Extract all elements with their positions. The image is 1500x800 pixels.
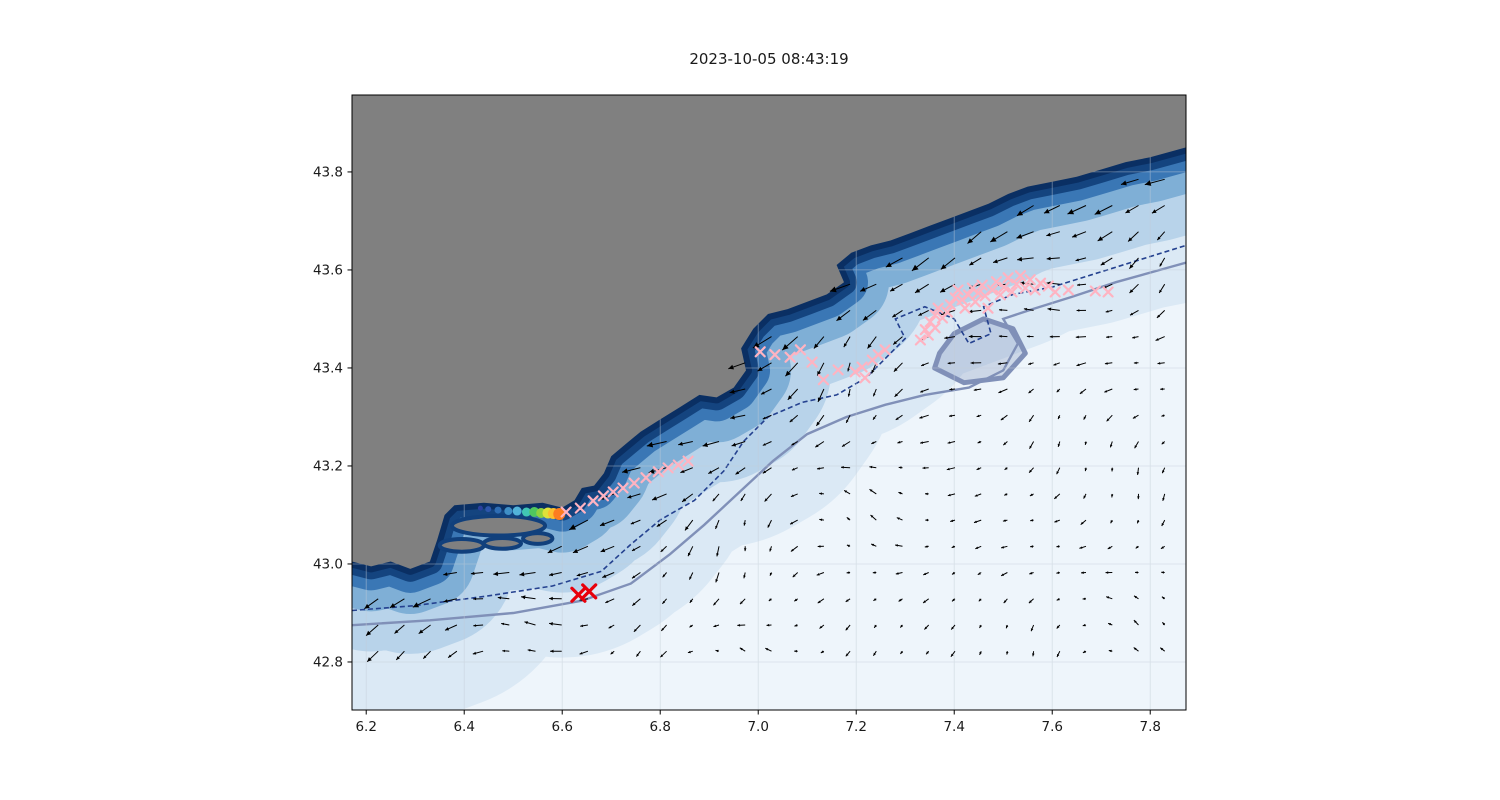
x-tick-label: 7.6 — [1041, 719, 1062, 735]
y-tick-label: 43.8 — [313, 164, 343, 180]
drifter-track-markers — [477, 505, 566, 520]
land-mass — [352, 95, 1186, 569]
alert-x-markers — [570, 583, 598, 603]
y-tick-label: 42.8 — [313, 654, 343, 670]
x-tick-label: 6.6 — [551, 719, 572, 735]
drifter-position-dot — [477, 505, 483, 511]
quiver-current-vectors — [364, 178, 1166, 663]
x-tick-label: 7.4 — [943, 719, 964, 735]
x-tick-label: 6.8 — [649, 719, 670, 735]
drifter-position-dot — [512, 506, 522, 516]
canyon-contour-blob — [932, 316, 1028, 386]
x-tick-label: 6.4 — [453, 719, 474, 735]
drifter-position-dot — [494, 506, 502, 514]
axes: 6.2 6.4 6.6 6.8 7.0 7.2 7.4 7.6 7.8 42.8 43.0 43.2 4… — [313, 94, 1187, 735]
x-tick-label: 7.2 — [845, 719, 866, 735]
y-tick-label: 43.6 — [313, 262, 343, 278]
plot-title: 2023-10-05 08:43:19 — [689, 50, 849, 68]
island — [437, 536, 486, 554]
x-tick-label: 7.8 — [1139, 719, 1160, 735]
y-tick-label: 43.0 — [313, 556, 343, 572]
island — [521, 531, 555, 546]
y-tick-label: 43.2 — [313, 458, 343, 474]
plot-border — [351, 94, 1187, 711]
drifter-position-dot — [485, 506, 492, 513]
drifter-position-dot — [504, 507, 513, 516]
y-tick-label: 43.4 — [313, 360, 343, 376]
map-layers — [352, 95, 1186, 710]
drifter-position-dot — [521, 507, 531, 517]
island — [481, 535, 524, 551]
island — [449, 513, 548, 538]
x-tick-label: 6.2 — [355, 719, 376, 735]
observation-x-markers — [560, 270, 1114, 518]
mainland — [352, 95, 1186, 569]
x-tick-label: 7.0 — [747, 719, 768, 735]
